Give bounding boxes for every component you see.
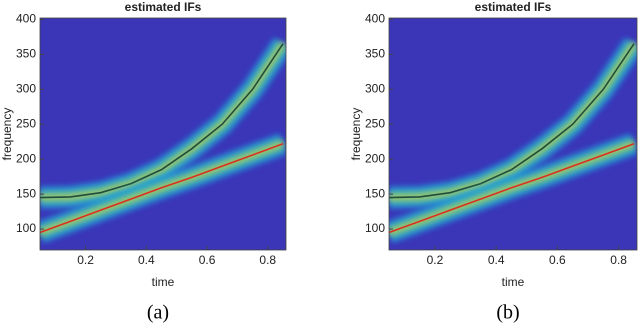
x-axis-label: time (502, 275, 525, 289)
chart-title: estimated IFs (125, 0, 202, 14)
x-axis-label: time (152, 275, 175, 289)
y-tick-label: 350 (16, 47, 36, 61)
x-tick-label: 0.8 (259, 253, 276, 267)
y-axis-label: frequency (349, 108, 363, 161)
y-axis-label: frequency (0, 108, 14, 161)
plot-frame (39, 17, 287, 251)
x-tick-label: 0.4 (138, 253, 155, 267)
x-tick-label: 0.8 (610, 253, 627, 267)
if-line (40, 143, 284, 234)
plot-area (40, 37, 286, 243)
caption: (b) (496, 302, 519, 324)
y-tick-label: 100 (365, 221, 385, 235)
x-tick-label: 0.4 (488, 253, 505, 267)
if-line (389, 143, 635, 234)
x-tick-label: 0.2 (77, 253, 94, 267)
y-tick-label: 350 (365, 47, 385, 61)
y-tick-label: 250 (16, 116, 36, 130)
x-tick-label: 0.2 (427, 253, 444, 267)
y-tick-label: 300 (365, 81, 385, 95)
y-tick-label: 400 (16, 12, 36, 26)
y-tick-label: 100 (16, 221, 36, 235)
if-line (389, 43, 635, 199)
y-tick-label: 300 (16, 81, 36, 95)
plot-area (389, 37, 637, 243)
y-tick-label: 200 (16, 151, 36, 165)
plot-frame (388, 17, 638, 251)
y-tick-label: 150 (365, 186, 385, 200)
y-tick-label: 250 (365, 116, 385, 130)
y-tick-label: 200 (365, 151, 385, 165)
y-tick-label: 150 (16, 186, 36, 200)
x-tick-label: 0.6 (549, 253, 566, 267)
y-tick-label: 400 (365, 12, 385, 26)
x-tick-label: 0.6 (199, 253, 216, 267)
caption: (a) (147, 302, 169, 324)
if-line (40, 43, 284, 199)
chart-title: estimated IFs (475, 0, 552, 14)
